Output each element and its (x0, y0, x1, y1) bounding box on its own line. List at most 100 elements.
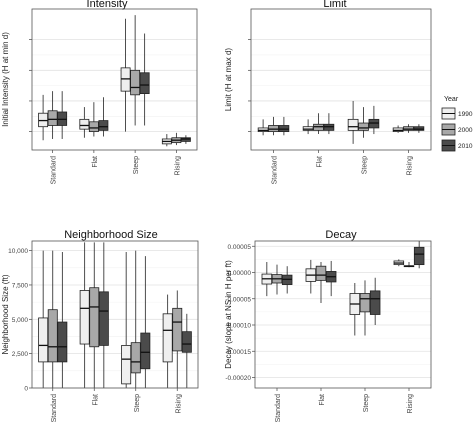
decay-box-standard-2000 (271, 264, 283, 295)
iqr-box (181, 331, 192, 353)
legend-item-2010: 2010 (441, 139, 473, 152)
decay-box-steep-2000 (359, 280, 371, 336)
decay-panel: -0.00020 -0.00015 -0.00010 -0.00005 0.00000 0… (224, 229, 432, 423)
iqr-box (369, 290, 381, 315)
iqr-box (57, 321, 68, 363)
limit-box-flat-2000 (313, 113, 324, 135)
legend: Year 1990 2000 2010 (441, 96, 473, 152)
decay-y-tick-label: 0.00005 (228, 244, 252, 251)
iqr-box (47, 110, 58, 126)
iqr-box (139, 72, 150, 95)
decay-x-label-standard: Standard (275, 394, 282, 423)
neighborhood-size-y-tick-label: 5,000 (12, 317, 29, 324)
intensity-x-label-steep: Steep (133, 156, 140, 174)
limit-x-label-standard: Standard (272, 156, 279, 185)
decay-box-steep-2010 (369, 277, 381, 325)
intensity-box-rising-2000 (171, 132, 182, 146)
limit-box-standard-2010 (278, 116, 290, 136)
decay-box-rising-2010 (413, 241, 425, 269)
neighborhood-size-box-rising-2000 (172, 290, 183, 388)
limit-box-standard-1990 (257, 119, 269, 136)
limit-box-rising-2010 (413, 124, 425, 133)
neighborhood-size-box-steep-1990 (121, 251, 132, 388)
decay-frame (254, 240, 432, 389)
legend-title: Year (444, 96, 459, 103)
intensity-box-standard-2010 (57, 91, 68, 139)
neighborhood-size-y-tick-label: 2,500 (12, 351, 29, 358)
neighborhood-size-x-label-rising: Rising (175, 394, 182, 414)
iqr-box (359, 293, 371, 313)
decay-x-label-steep: Steep (363, 394, 370, 412)
iqr-box (358, 122, 369, 131)
neighborhood-size-frame (31, 240, 199, 389)
neighborhood-size-box-rising-1990 (162, 294, 173, 388)
neighborhood-size-box-flat-2010 (98, 242, 109, 388)
decay-box-steep-1990 (349, 283, 361, 336)
decay-y-axis-label: Decay (slope at NS in H per ft) (224, 260, 233, 369)
decay-box-standard-2010 (281, 266, 293, 294)
decay-plot-area (255, 241, 431, 388)
intensity-box-standard-1990 (38, 94, 49, 141)
intensity-frame (31, 8, 198, 151)
limit-box-flat-2010 (323, 113, 335, 135)
neighborhood-size-box-flat-1990 (79, 242, 90, 388)
iqr-box (98, 120, 109, 131)
neighborhood-size-box-steep-2010 (140, 256, 151, 388)
intensity-box-steep-2000 (130, 15, 141, 126)
limit-panel: Standard Flat Steep Rising Limit Limit (H at … (224, 0, 432, 185)
iqr-box (38, 317, 49, 363)
neighborhood-size-panel: 0 2,500 5,000 7,500 10,000 Standard Flat Steep R… (1, 229, 199, 423)
decay-box-standard-1990 (261, 262, 273, 297)
legend-label: 2010 (458, 143, 473, 150)
neighborhood-size-x-label-standard: Standard (51, 394, 58, 423)
iqr-box (172, 307, 183, 352)
limit-box-steep-2010 (368, 105, 380, 135)
limit-y-axis-label: Limit (H at max d) (224, 48, 233, 111)
decay-box-rising-1990 (393, 259, 405, 267)
limit-x-label-flat: Flat (317, 156, 324, 168)
iqr-box (89, 287, 100, 348)
decay-y-tick-label: -0.00005 (225, 296, 251, 303)
iqr-box (130, 69, 141, 96)
iqr-box (347, 118, 359, 131)
intensity-box-steep-2010 (139, 33, 150, 126)
neighborhood-size-y-tick-label: 0 (24, 386, 28, 393)
chart-panels: Standard Flat Steep Rising Intensity Initial … (1, 0, 432, 423)
limit-x-label-steep: Steep (362, 156, 369, 174)
limit-box-steep-2000 (358, 107, 369, 138)
intensity-box-rising-2010 (180, 135, 191, 144)
neighborhood-size-y-tick-label: 10,000 (8, 248, 28, 255)
decay-x-label-rising: Rising (407, 394, 414, 414)
neighborhood-size-title: Neighborhood Size (64, 229, 158, 241)
neighborhood-size-y-tick-label: 7,500 (12, 282, 29, 289)
intensity-box-steep-1990 (120, 18, 131, 132)
legend-label: 1990 (458, 111, 473, 118)
intensity-box-rising-1990 (161, 134, 172, 147)
iqr-box (121, 345, 132, 385)
neighborhood-size-y-axis-label: Neighborhood Size (ft) (1, 274, 10, 354)
decay-box-flat-1990 (305, 259, 317, 294)
decay-y-tick-label: -0.00010 (225, 323, 251, 330)
limit-box-steep-1990 (347, 100, 359, 144)
intensity-box-flat-1990 (79, 107, 90, 138)
neighborhood-size-x-label-steep: Steep (134, 394, 141, 412)
neighborhood-size-box-standard-2010 (57, 251, 68, 388)
decay-y-tick-label: -0.00020 (225, 375, 251, 382)
decay-box-flat-2000 (315, 262, 327, 303)
neighborhood-size-box-steep-2000 (130, 250, 141, 388)
limit-x-label-rising: Rising (407, 156, 414, 176)
neighborhood-size-box-flat-2000 (89, 242, 100, 388)
intensity-x-label-rising: Rising (174, 156, 181, 176)
limit-box-rising-1990 (392, 125, 404, 133)
neighborhood-size-box-standard-1990 (38, 250, 49, 388)
legend-item-1990: 1990 (441, 107, 473, 120)
intensity-x-label-flat: Flat (92, 156, 99, 168)
decay-y-tick-label: 0.00000 (228, 270, 252, 277)
legend-label: 2000 (458, 127, 473, 134)
intensity-box-flat-2000 (88, 102, 99, 137)
limit-box-flat-1990 (302, 119, 314, 135)
limit-box-rising-2000 (403, 124, 414, 133)
iqr-box (140, 332, 151, 370)
intensity-panel: Standard Flat Steep Rising Intensity Initial … (1, 0, 198, 184)
iqr-box (79, 118, 90, 130)
